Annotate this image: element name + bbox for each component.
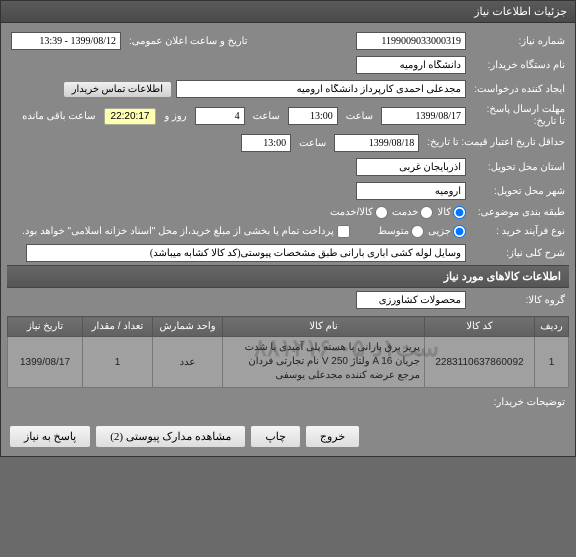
input-desc[interactable] — [26, 244, 466, 262]
label-creator: ایجاد کننده درخواست: — [470, 84, 565, 95]
label-group: گروه کالا: — [470, 295, 565, 306]
checkbox-treasury[interactable]: پرداخت تمام یا بخشی از مبلغ خرید،از محل … — [22, 225, 350, 238]
window: جزئیات اطلاعات نیاز شماره نیاز: تاریخ و … — [0, 0, 576, 457]
col-unit: واحد شمارش — [153, 317, 223, 337]
row-province: استان محل تحویل: — [7, 155, 569, 179]
input-group[interactable] — [356, 291, 466, 309]
row-buyer-device: نام دستگاه خریدار: — [7, 53, 569, 77]
col-date: تاریخ نیاز — [8, 317, 83, 337]
footer: پاسخ به نیاز مشاهده مدارک پیوستی (2) چاپ… — [1, 417, 575, 456]
label-need-number: شماره نیاز: — [470, 36, 565, 47]
radio-medium-input[interactable] — [411, 225, 424, 238]
table-wrap: ست۱د ۰۵-۸۸۱۲۱۶ ردیف کد کالا نام کالا واح… — [7, 316, 569, 388]
exit-button[interactable]: خروج — [305, 425, 360, 448]
label-announce-dt: تاریخ و ساعت اعلان عمومی: — [125, 36, 252, 47]
label-and: روز و — [160, 111, 190, 122]
window-title: جزئیات اطلاعات نیاز — [474, 6, 567, 18]
col-name: نام کالا — [223, 317, 425, 337]
row-buyer-notes: توضیحات خریدار: — [7, 394, 569, 411]
col-qty: تعداد / مقدار — [83, 317, 153, 337]
label-remaining: ساعت باقی مانده — [18, 111, 99, 122]
items-header: اطلاعات کالاهای مورد نیاز — [7, 265, 569, 288]
cell-code: 2283110637860092 — [425, 337, 535, 388]
input-pv-date[interactable] — [334, 134, 419, 152]
col-idx: ردیف — [535, 317, 569, 337]
row-group: گروه کالا: — [7, 288, 569, 312]
input-buyer-device[interactable] — [356, 56, 466, 74]
label-buyer-device: نام دستگاه خریدار: — [470, 60, 565, 71]
label-province: استان محل تحویل: — [470, 162, 565, 173]
radio-goods-input[interactable] — [453, 206, 466, 219]
radio-service[interactable]: خدمت — [392, 206, 434, 219]
cell-date: 1399/08/17 — [8, 337, 83, 388]
input-deadline-date[interactable] — [381, 107, 466, 125]
attachments-button[interactable]: مشاهده مدارک پیوستی (2) — [95, 425, 246, 448]
radio-goods-service[interactable]: کالا/خدمت — [330, 206, 388, 219]
label-subject-cat: طبقه بندی موضوعی: — [470, 207, 565, 218]
label-deadline-time2: ساعت — [249, 111, 284, 122]
titlebar: جزئیات اطلاعات نیاز — [1, 1, 575, 23]
row-price-validity: حداقل تاریخ اعتبار قیمت: تا تاریخ: ساعت — [7, 131, 569, 155]
input-province[interactable] — [356, 158, 466, 176]
back-button[interactable]: پاسخ به نیاز — [9, 425, 91, 448]
radio-service-input[interactable] — [420, 206, 433, 219]
row-creator: ایجاد کننده درخواست: اطلاعات تماس خریدار — [7, 77, 569, 101]
row-city: شهر محل تحویل: — [7, 179, 569, 203]
cell-idx: 1 — [535, 337, 569, 388]
table-row[interactable]: 1 2283110637860092 پریز برق بارانی با هس… — [8, 337, 569, 388]
row-subject-category: طبقه بندی موضوعی: کالا خدمت کالا/خدمت — [7, 203, 569, 222]
cell-name: پریز برق بارانی با هسته پلی آمیدی با شدت… — [223, 337, 425, 388]
label-deadline-time: ساعت — [342, 111, 377, 122]
input-pv-time[interactable] — [241, 134, 291, 152]
form-content: شماره نیاز: تاریخ و ساعت اعلان عمومی: نا… — [1, 23, 575, 417]
cell-qty: 1 — [83, 337, 153, 388]
label-buyer-notes: توضیحات خریدار: — [470, 397, 565, 408]
print-button[interactable]: چاپ — [250, 425, 301, 448]
input-city[interactable] — [356, 182, 466, 200]
radio-gs-input[interactable] — [375, 206, 388, 219]
checkbox-treasury-input[interactable] — [337, 225, 350, 238]
radio-goods[interactable]: کالا — [437, 206, 466, 219]
label-pv-time: ساعت — [295, 138, 330, 149]
label-process: نوع فرآیند خرید : — [470, 226, 565, 237]
row-need-number: شماره نیاز: تاریخ و ساعت اعلان عمومی: — [7, 29, 569, 53]
row-purchase-process: نوع فرآیند خرید : جزیی متوسط پرداخت تمام… — [7, 222, 569, 241]
input-creator[interactable] — [176, 80, 466, 98]
label-desc: شرح کلی نیاز: — [470, 248, 565, 259]
input-days[interactable] — [195, 107, 245, 125]
input-need-number[interactable] — [356, 32, 466, 50]
row-general-desc: شرح کلی نیاز: — [7, 241, 569, 265]
input-deadline-time[interactable] — [288, 107, 338, 125]
radio-medium[interactable]: متوسط — [378, 225, 424, 238]
radio-minor[interactable]: جزیی — [428, 225, 466, 238]
items-table: ردیف کد کالا نام کالا واحد شمارش تعداد /… — [7, 316, 569, 388]
input-announce-dt[interactable] — [11, 32, 121, 50]
contact-info-button[interactable]: اطلاعات تماس خریدار — [63, 81, 172, 98]
remaining-time: 22:20:17 — [104, 108, 157, 125]
cell-unit: عدد — [153, 337, 223, 388]
label-city: شهر محل تحویل: — [470, 186, 565, 197]
radio-minor-input[interactable] — [453, 225, 466, 238]
label-deadline: مهلت ارسال پاسخ: تا تاریخ: — [470, 104, 565, 128]
col-code: کد کالا — [425, 317, 535, 337]
table-header-row: ردیف کد کالا نام کالا واحد شمارش تعداد /… — [8, 317, 569, 337]
row-deadline: مهلت ارسال پاسخ: تا تاریخ: ساعت ساعت روز… — [7, 101, 569, 131]
label-price-validity: حداقل تاریخ اعتبار قیمت: تا تاریخ: — [423, 137, 565, 149]
